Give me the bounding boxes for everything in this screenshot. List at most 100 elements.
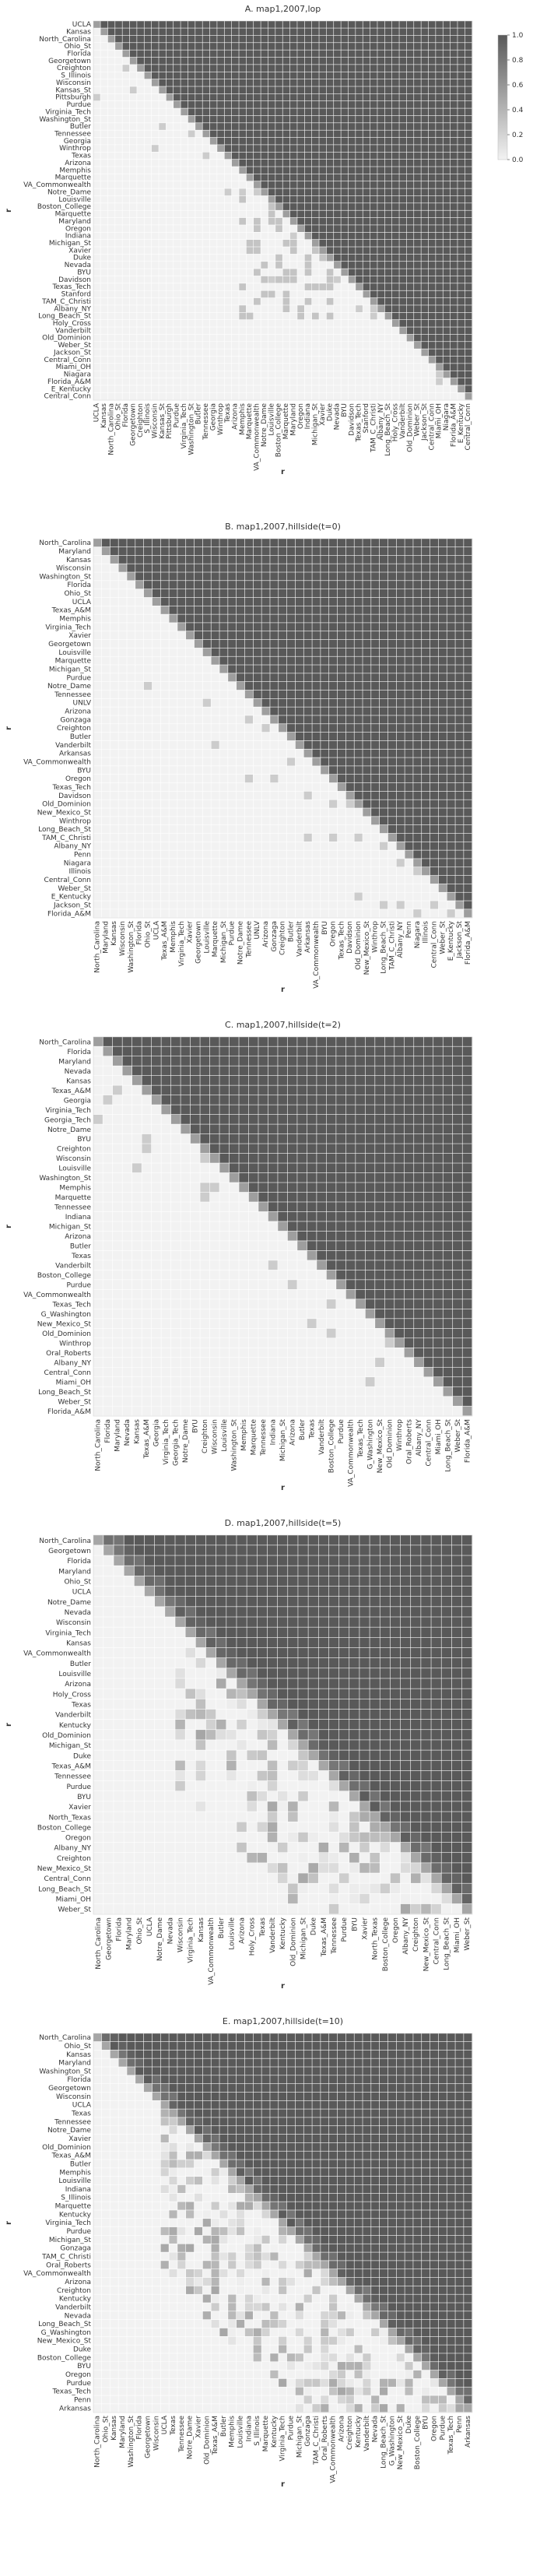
heatmap-cell: [421, 262, 428, 269]
heatmap-cell: [247, 153, 254, 160]
heatmap-cell: [169, 901, 177, 908]
heatmap-cell: [270, 817, 278, 824]
heatmap-cell: [304, 850, 312, 858]
heatmap-cell: [346, 842, 354, 850]
heatmap-cell: [232, 342, 239, 349]
heatmap-cell: [319, 305, 326, 312]
heatmap-cell: [297, 21, 304, 28]
heatmap-cell: [275, 43, 282, 50]
heatmap-cell: [341, 58, 348, 65]
heatmap-cell: [388, 909, 396, 917]
heatmap-cell: [93, 614, 101, 622]
heatmap-cell: [407, 269, 414, 276]
heatmap-cell: [270, 901, 278, 908]
heatmap-cell: [388, 598, 396, 606]
heatmap-cell: [137, 385, 144, 392]
heatmap-cell: [153, 691, 160, 698]
heatmap-cell: [458, 225, 465, 232]
heatmap-cell: [108, 36, 115, 43]
heatmap-cell: [458, 291, 465, 298]
heatmap-cell: [195, 750, 202, 757]
heatmap-cell: [217, 203, 224, 210]
heatmap-cell: [413, 682, 421, 690]
heatmap-cell: [385, 196, 392, 203]
heatmap-cell: [407, 108, 414, 115]
heatmap-cell: [436, 130, 443, 137]
heatmap-cell: [130, 65, 137, 72]
heatmap-cell: [270, 581, 278, 589]
heatmap-cell: [118, 842, 126, 850]
heatmap-cell: [463, 1037, 472, 1046]
heatmap-cell: [181, 393, 188, 400]
x-tick-label: Arizona: [262, 921, 270, 947]
heatmap-cell: [363, 825, 370, 833]
heatmap-cell: [392, 123, 399, 130]
heatmap-cell: [319, 240, 326, 247]
heatmap-cell: [93, 623, 101, 631]
heatmap-cell: [127, 547, 135, 555]
heatmap-cell: [444, 108, 451, 115]
heatmap-cell: [188, 342, 195, 349]
heatmap-cell: [465, 320, 472, 327]
heatmap-cell: [405, 750, 412, 757]
heatmap-cell: [458, 283, 465, 290]
heatmap-cell: [421, 28, 428, 35]
heatmap-cell: [287, 614, 295, 622]
heatmap-cell: [370, 116, 377, 123]
heatmap-cell: [430, 556, 438, 564]
heatmap-cell: [329, 724, 337, 732]
heatmap-cell: [283, 291, 290, 298]
heatmap-cell: [122, 335, 129, 342]
heatmap-cell: [135, 547, 143, 555]
heatmap-cell: [283, 349, 290, 356]
heatmap-cell: [429, 123, 436, 130]
heatmap-cell: [232, 335, 239, 342]
heatmap-cell: [239, 327, 246, 334]
heatmap-cell: [305, 313, 312, 320]
heatmap-cell: [93, 581, 101, 589]
heatmap-cell: [159, 283, 166, 290]
heatmap-cell: [210, 225, 217, 232]
heatmap-cell: [388, 766, 396, 774]
heatmap-cell: [93, 21, 100, 28]
heatmap-cell: [108, 371, 115, 378]
heatmap-cell: [413, 581, 421, 589]
heatmap-cell: [465, 72, 472, 79]
heatmap-cell: [122, 1037, 131, 1046]
heatmap-cell: [422, 825, 430, 833]
heatmap-cell: [392, 349, 399, 356]
heatmap-cell: [245, 783, 253, 791]
heatmap-cell: [346, 581, 354, 589]
heatmap-cell: [219, 1046, 229, 1056]
heatmap-cell: [405, 741, 412, 749]
heatmap-cell: [407, 211, 414, 218]
heatmap-cell: [225, 174, 232, 181]
heatmap-cell: [279, 699, 286, 707]
heatmap-cell: [177, 884, 185, 892]
heatmap-cell: [296, 682, 303, 690]
heatmap-cell: [287, 699, 295, 707]
heatmap-cell: [338, 640, 345, 648]
heatmap-cell: [407, 188, 414, 195]
heatmap-cell: [247, 320, 254, 327]
heatmap-cell: [195, 614, 202, 622]
heatmap-cell: [388, 842, 396, 850]
heatmap-cell: [268, 86, 275, 93]
heatmap-cell: [188, 123, 195, 130]
heatmap-cell: [225, 225, 232, 232]
heatmap-cell: [270, 842, 278, 850]
heatmap-cell: [127, 884, 135, 892]
heatmap-cell: [312, 247, 319, 254]
heatmap-cell: [451, 196, 458, 203]
heatmap-cell: [341, 255, 348, 262]
heatmap-cell: [177, 657, 185, 665]
heatmap-cell: [127, 834, 135, 842]
heatmap-cell: [247, 160, 254, 167]
heatmap-cell: [287, 834, 295, 842]
heatmap-cell: [458, 174, 465, 181]
heatmap-cell: [159, 72, 166, 79]
heatmap-cell: [145, 43, 152, 50]
heatmap-cell: [405, 825, 412, 833]
heatmap-cell: [188, 269, 195, 276]
heatmap-cell: [287, 539, 295, 546]
